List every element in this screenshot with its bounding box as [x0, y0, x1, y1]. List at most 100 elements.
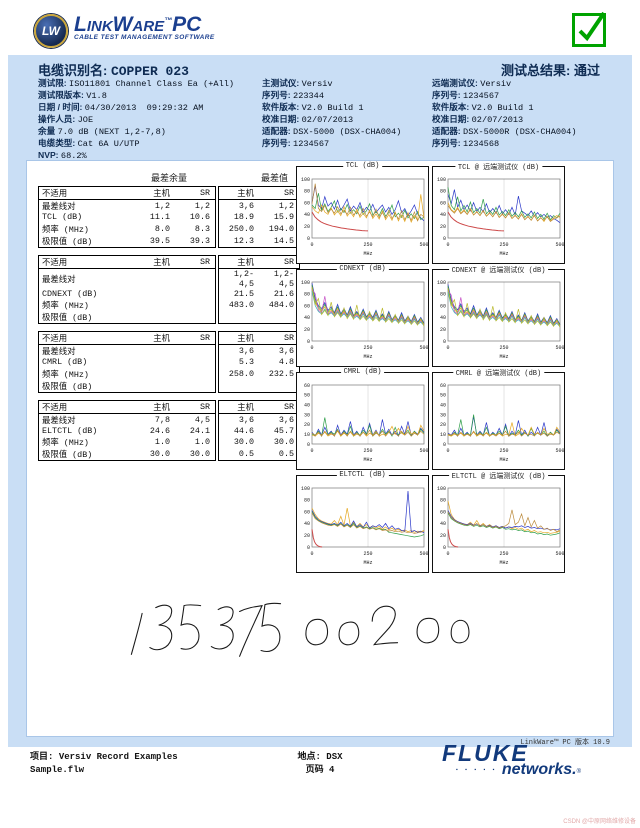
svg-text:80: 80	[440, 498, 446, 504]
svg-text:0: 0	[446, 345, 449, 351]
table-cell	[135, 311, 175, 324]
svg-text:20: 20	[304, 327, 310, 333]
svg-text:0: 0	[443, 442, 446, 448]
chart-tcl-db: TCL (dB) 0 20 40 60 80 100 0 250 500 MHz	[296, 162, 429, 264]
svg-text:0: 0	[310, 345, 313, 351]
table-cell: 1,2	[154, 201, 170, 211]
table-cell: 3,6	[215, 344, 259, 358]
handwritten-digit-stroke	[130, 612, 143, 655]
svg-text:500: 500	[419, 551, 428, 557]
chart-cdnext-db: CDNEXT @ 远端测试仪 (dB) 0 20 40 60 80 100 0 250 500 MH…	[432, 265, 565, 367]
svg-text:40: 40	[440, 402, 446, 408]
chart-canvas: 0 20 40 60 80 100 0 250 500 MHz	[301, 280, 429, 360]
table-header-cell: SR	[259, 186, 300, 200]
svg-text:80: 80	[440, 292, 446, 298]
footer-project: 项目: Versiv Record Examples Sample.flw	[30, 752, 178, 775]
table-cell	[135, 268, 175, 289]
table-cell: 极限值 (dB)	[42, 450, 93, 461]
table-cell: 4,5	[194, 414, 210, 425]
chart-cmrl-db: CMRL (dB) 0 10 20 30 40 50 60 0 250 500 MHz	[296, 368, 429, 470]
svg-text:MHz: MHz	[363, 457, 372, 463]
header-field: 远端测试仪: Versiv	[432, 78, 512, 89]
header-field: 软件版本: V2.0 Build 1	[432, 102, 534, 113]
header-field: 测试限版本: V1.8	[38, 90, 107, 101]
svg-text:40: 40	[440, 212, 446, 218]
handwritten-number	[130, 602, 470, 657]
table-cell	[175, 299, 217, 311]
table-row: 频率 (MHz) 1.0 1.0 30.0 30.0	[39, 436, 300, 449]
table-cell	[135, 299, 175, 311]
table-cell: 1,2-4,5	[273, 268, 294, 289]
table-cell	[135, 380, 175, 393]
result-table: 不适用 主机 SR 主机 SR 最差线对 1,2-4,5 1,2-4,5 CDNEXT (dB)…	[38, 254, 300, 325]
chart-title: CDNEXT (dB)	[336, 265, 389, 273]
chart-series	[447, 510, 561, 531]
svg-text:80: 80	[304, 292, 310, 298]
svg-text:60: 60	[304, 383, 310, 389]
svg-text:500: 500	[419, 448, 428, 454]
table-header-cell: 主机	[135, 186, 175, 200]
svg-text:0: 0	[443, 236, 446, 242]
table-cell: 30.0	[149, 449, 170, 460]
svg-text:0: 0	[307, 339, 310, 345]
table-header-cell: 主机	[215, 331, 259, 346]
worst-value-label: 最差值	[260, 173, 288, 183]
handwritten-digit-stroke	[180, 604, 202, 650]
chart-series	[447, 529, 459, 548]
svg-text:60: 60	[440, 383, 446, 389]
svg-text:40: 40	[304, 315, 310, 321]
svg-text:60: 60	[440, 200, 446, 206]
chart-title: TCL (dB)	[342, 162, 383, 170]
table-cell	[135, 289, 175, 300]
table-cell: 极限值 (dB)	[42, 313, 93, 324]
svg-text:40: 40	[440, 521, 446, 527]
table-cell: 12.3	[215, 234, 259, 248]
result-table: 不适用 主机 SR 主机 SR 最差线对 7,8 4,5 3,6 3,6 ELTCTL (dB) 24…	[38, 399, 300, 462]
table-cell: TCL (dB)	[42, 212, 83, 223]
svg-text:500: 500	[419, 345, 428, 351]
chart-series	[311, 512, 425, 534]
svg-text:20: 20	[304, 224, 310, 230]
table-cell: 484.0	[268, 300, 294, 311]
table-cell: 频率 (MHz)	[42, 224, 89, 235]
svg-text:0: 0	[443, 339, 446, 345]
table-cell: 0.5	[278, 449, 294, 460]
chart-tcl-db: TCL @ 远端测试仪 (dB) 0 20 40 60 80 100 0 250 500 MHz	[432, 162, 565, 264]
table-row: 极限值 (dB) 39.5 39.3 12.3 14.5	[39, 234, 300, 248]
table-row: 最差线对 7,8 4,5 3,6 3,6	[39, 413, 300, 426]
table-cell: 11.1	[149, 212, 170, 223]
table-row: 最差线对 1,2 1,2 3,6 1,2	[39, 199, 300, 212]
svg-text:250: 250	[499, 345, 508, 351]
svg-text:MHz: MHz	[499, 457, 508, 463]
cable-id: 电缆识别名: COPPER 023	[38, 63, 189, 79]
footer-filename: Sample.flw	[30, 765, 85, 775]
chart-series	[447, 211, 505, 232]
table-header-cell: 不适用	[38, 331, 135, 346]
svg-text:MHz: MHz	[499, 251, 508, 257]
table-cell: 频率 (MHz)	[42, 438, 89, 449]
table-cell: 极限值 (dB)	[42, 381, 93, 392]
chart-series	[311, 511, 425, 538]
svg-text:20: 20	[304, 422, 310, 428]
svg-text:40: 40	[440, 315, 446, 321]
svg-text:50: 50	[440, 393, 446, 399]
summary-labels: 最差余量 最差值	[38, 171, 288, 184]
chart-canvas: 0 20 40 60 80 100 0 250 500 MHz	[301, 177, 429, 257]
table-cell: 最差线对	[42, 274, 76, 285]
table-cell: 30.0	[189, 449, 210, 460]
overall-result: 测试总结果: 通过	[501, 63, 600, 78]
table-row: 频率 (MHz) 258.0 232.5	[39, 367, 300, 380]
table-cell	[135, 357, 175, 368]
table-cell: 3,6	[215, 199, 259, 212]
svg-text:80: 80	[304, 189, 310, 195]
table-cell: 1,2	[194, 201, 210, 211]
handwritten-digit-stroke	[239, 604, 263, 657]
table-header-cell: 主机	[215, 400, 259, 414]
table-cell	[175, 345, 217, 358]
chart-series	[311, 183, 425, 222]
table-cell: 最差线对	[42, 415, 76, 426]
table-cell	[259, 311, 300, 324]
header-field: 序列号: 1234568	[432, 138, 500, 149]
table-header-cell: SR	[259, 331, 300, 346]
chart-canvas: 0 20 40 60 80 100 0 250 500 MHz	[437, 177, 565, 257]
